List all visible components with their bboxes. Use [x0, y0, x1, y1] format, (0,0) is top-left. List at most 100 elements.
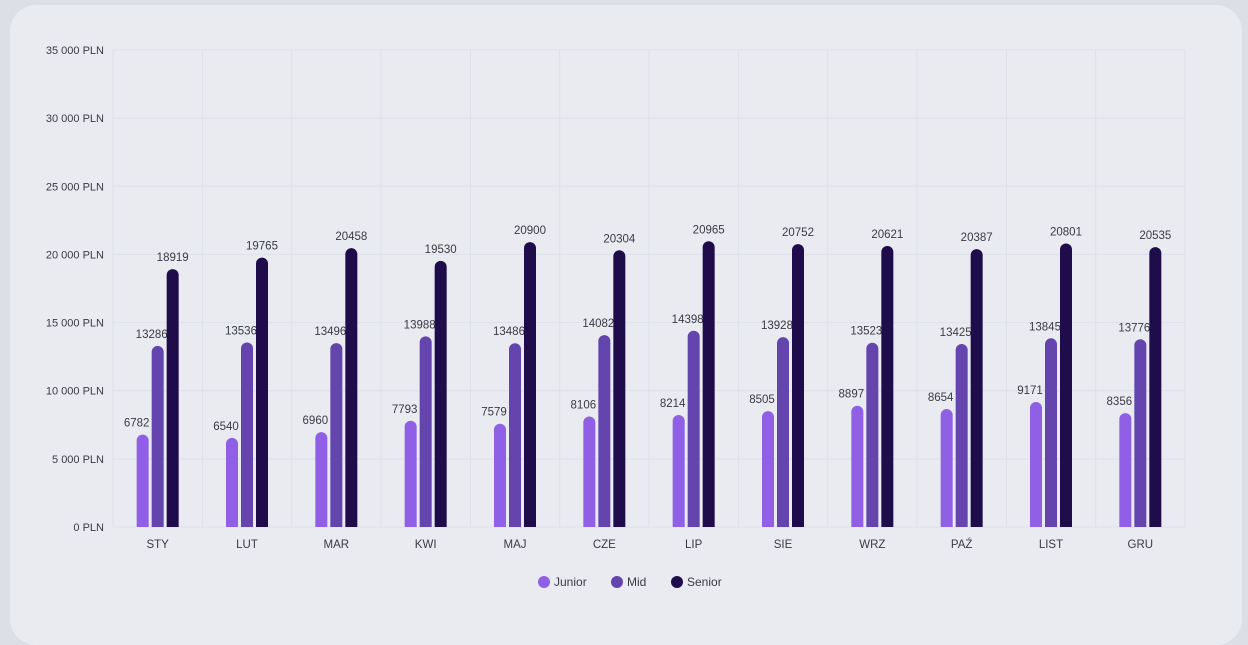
y-tick-label: 0 PLN: [73, 522, 104, 534]
x-tick-label: LIP: [685, 539, 703, 551]
legend-label: Senior: [687, 575, 722, 589]
legend-marker-mid: [611, 576, 623, 588]
x-tick-label: MAR: [324, 539, 350, 551]
data-label: 13776: [1118, 322, 1150, 334]
legend-marker-junior: [538, 576, 550, 588]
bar-senior: [702, 241, 715, 527]
data-label: 20965: [693, 224, 725, 236]
bar-senior: [256, 257, 268, 527]
bar-mid: [598, 335, 611, 527]
data-label: 20801: [1050, 227, 1082, 239]
bar-junior: [762, 411, 774, 527]
x-tick-label: MAJ: [504, 539, 527, 551]
data-label: 20900: [514, 225, 546, 237]
bar-senior: [1149, 247, 1162, 527]
legend-label: Junior: [554, 575, 587, 589]
x-tick-label: PAŹ: [951, 538, 973, 551]
bar-junior: [940, 409, 953, 527]
data-label: 13523: [850, 326, 882, 338]
bar-senior: [345, 248, 358, 527]
y-tick-label: 25 000 PLN: [46, 181, 104, 193]
bar-senior: [970, 249, 983, 528]
bar-junior: [136, 434, 149, 527]
data-label: 14398: [672, 314, 704, 326]
chart-card: [10, 5, 1242, 645]
bar-mid: [777, 337, 789, 527]
y-tick-label: 10 000 PLN: [46, 386, 104, 398]
data-label: 13425: [940, 327, 972, 339]
data-label: 13988: [404, 319, 436, 331]
data-label: 8654: [928, 392, 954, 404]
bar-mid: [241, 342, 253, 527]
data-label: 8356: [1107, 396, 1133, 408]
bar-junior: [315, 432, 328, 527]
data-label: 7793: [392, 404, 418, 416]
data-label: 13928: [761, 320, 793, 332]
bar-junior: [226, 437, 238, 527]
bar-junior: [1119, 413, 1132, 527]
data-label: 14082: [582, 318, 614, 330]
data-label: 19530: [425, 244, 457, 256]
x-tick-label: CZE: [593, 539, 616, 551]
x-tick-label: LUT: [236, 539, 258, 551]
bar-junior: [494, 423, 506, 527]
bar-senior: [881, 245, 894, 527]
x-tick-label: LIST: [1039, 539, 1063, 551]
y-tick-label: 5 000 PLN: [52, 454, 104, 466]
bar-senior: [434, 260, 447, 527]
data-label: 20535: [1139, 230, 1171, 242]
data-label: 6540: [213, 421, 239, 433]
data-label: 20304: [603, 233, 636, 245]
data-label: 13486: [493, 326, 525, 338]
bar-junior: [672, 415, 685, 527]
data-label: 20458: [335, 231, 367, 243]
bar-mid: [687, 330, 700, 527]
bar-mid: [955, 344, 968, 527]
y-tick-label: 30 000 PLN: [46, 113, 104, 125]
bar-junior: [404, 420, 417, 527]
data-label: 13845: [1029, 321, 1061, 333]
data-label: 13286: [136, 329, 168, 341]
data-label: 8505: [749, 394, 775, 406]
bar-junior: [583, 416, 596, 527]
data-label: 13536: [225, 326, 257, 338]
y-tick-label: 35 000 PLN: [46, 45, 104, 57]
bar-mid: [1045, 338, 1057, 527]
bar-senior: [613, 250, 626, 527]
bar-senior: [166, 269, 179, 527]
data-label: 7579: [481, 407, 507, 419]
legend-label: Mid: [627, 575, 646, 589]
bar-chart: 0 PLN 5 000 PLN 10 000 PLN 15 000 PLN 20 000…: [46, 45, 1186, 589]
data-label: 6782: [124, 418, 150, 430]
bar-senior: [1060, 243, 1072, 528]
data-label: 8897: [839, 389, 865, 401]
bar-junior: [1030, 402, 1042, 527]
data-label: 20387: [961, 232, 993, 244]
x-tick-label: GRU: [1128, 539, 1154, 551]
bar-mid: [151, 345, 164, 527]
bar-mid: [866, 342, 879, 527]
bar-mid: [1134, 339, 1147, 527]
bar-senior: [524, 242, 536, 527]
bar-mid: [509, 343, 521, 527]
data-label: 8106: [571, 400, 597, 412]
x-tick-label: STY: [146, 539, 169, 551]
bar-senior: [792, 244, 804, 528]
bar-junior: [851, 405, 864, 527]
data-label: 13496: [314, 326, 346, 338]
data-label: 18919: [157, 252, 189, 264]
x-tick-label: SIE: [774, 539, 793, 551]
data-label: 6960: [303, 415, 329, 427]
bar-mid: [330, 343, 343, 527]
y-tick-label: 20 000 PLN: [46, 249, 104, 261]
legend-marker-senior: [671, 576, 683, 588]
x-tick-label: KWI: [415, 539, 437, 551]
data-label: 20621: [871, 229, 903, 241]
data-label: 20752: [782, 227, 814, 239]
data-label: 19765: [246, 241, 278, 253]
y-tick-label: 15 000 PLN: [46, 318, 104, 330]
data-label: 9171: [1017, 385, 1043, 397]
x-tick-label: WRZ: [859, 539, 885, 551]
bar-mid: [419, 336, 432, 527]
data-label: 8214: [660, 398, 686, 410]
